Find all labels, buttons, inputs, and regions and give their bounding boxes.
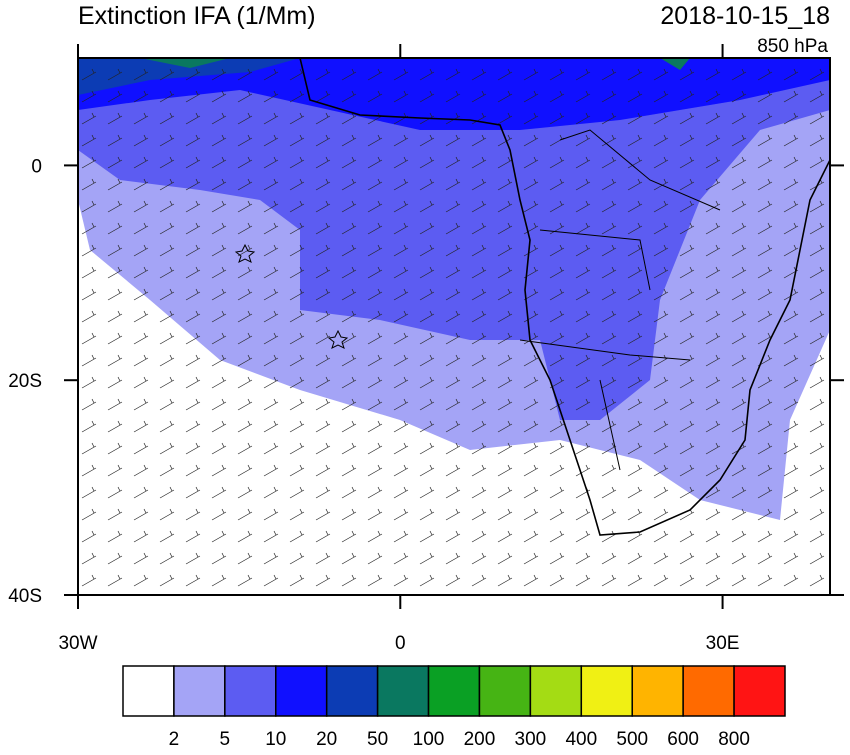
borders [519,129,721,471]
x-tick-label: 0 [395,633,406,654]
date-label: 2018-10-15_18 [660,2,830,30]
colorbar-label: 400 [565,729,597,750]
colorbar-label: 5 [220,729,231,750]
map-area [78,58,830,595]
color-swatch [122,665,175,717]
colorbar-label: 800 [718,729,750,750]
colorbar-label: 20 [316,729,337,750]
color-swatch [224,665,277,717]
color-swatch [427,665,481,717]
y-tick-label: 20S [8,371,42,392]
colorbar-label: 50 [367,729,388,750]
color-swatch [478,665,532,717]
colorbar-label: 2 [169,729,180,750]
colorbar-label: 300 [515,729,547,750]
station-marker [234,243,349,349]
colorbar-label: 200 [464,729,496,750]
map-frame [77,57,831,596]
coastline [299,58,830,536]
level-label: 850 hPa [757,36,828,57]
color-swatch [376,665,430,717]
x-tick-label: 30E [706,633,740,654]
colorbar-label: 10 [265,729,286,750]
color-swatch [580,665,633,717]
color-swatch [631,665,684,717]
colorbar-label: 100 [413,729,445,750]
colorbar-label: 500 [616,729,648,750]
color-swatch [529,665,583,717]
colorbar: 2 5 10 20 50 100 200 300 400 500 600 800 [122,665,786,750]
axes: 0 20S 40S 30W 0 30E [8,44,844,654]
x-tick-label: 30W [58,633,97,654]
color-swatch [173,665,226,717]
y-tick-label: 0 [31,156,42,177]
y-tick-label: 40S [8,586,42,607]
color-swatch [325,665,379,717]
color-swatch [733,665,786,717]
color-swatch [275,665,328,717]
map-title: Extinction IFA (1/Mm) [78,2,316,30]
colorbar-label: 600 [667,729,699,750]
color-swatch [682,665,735,717]
wind-barbs [78,58,830,595]
